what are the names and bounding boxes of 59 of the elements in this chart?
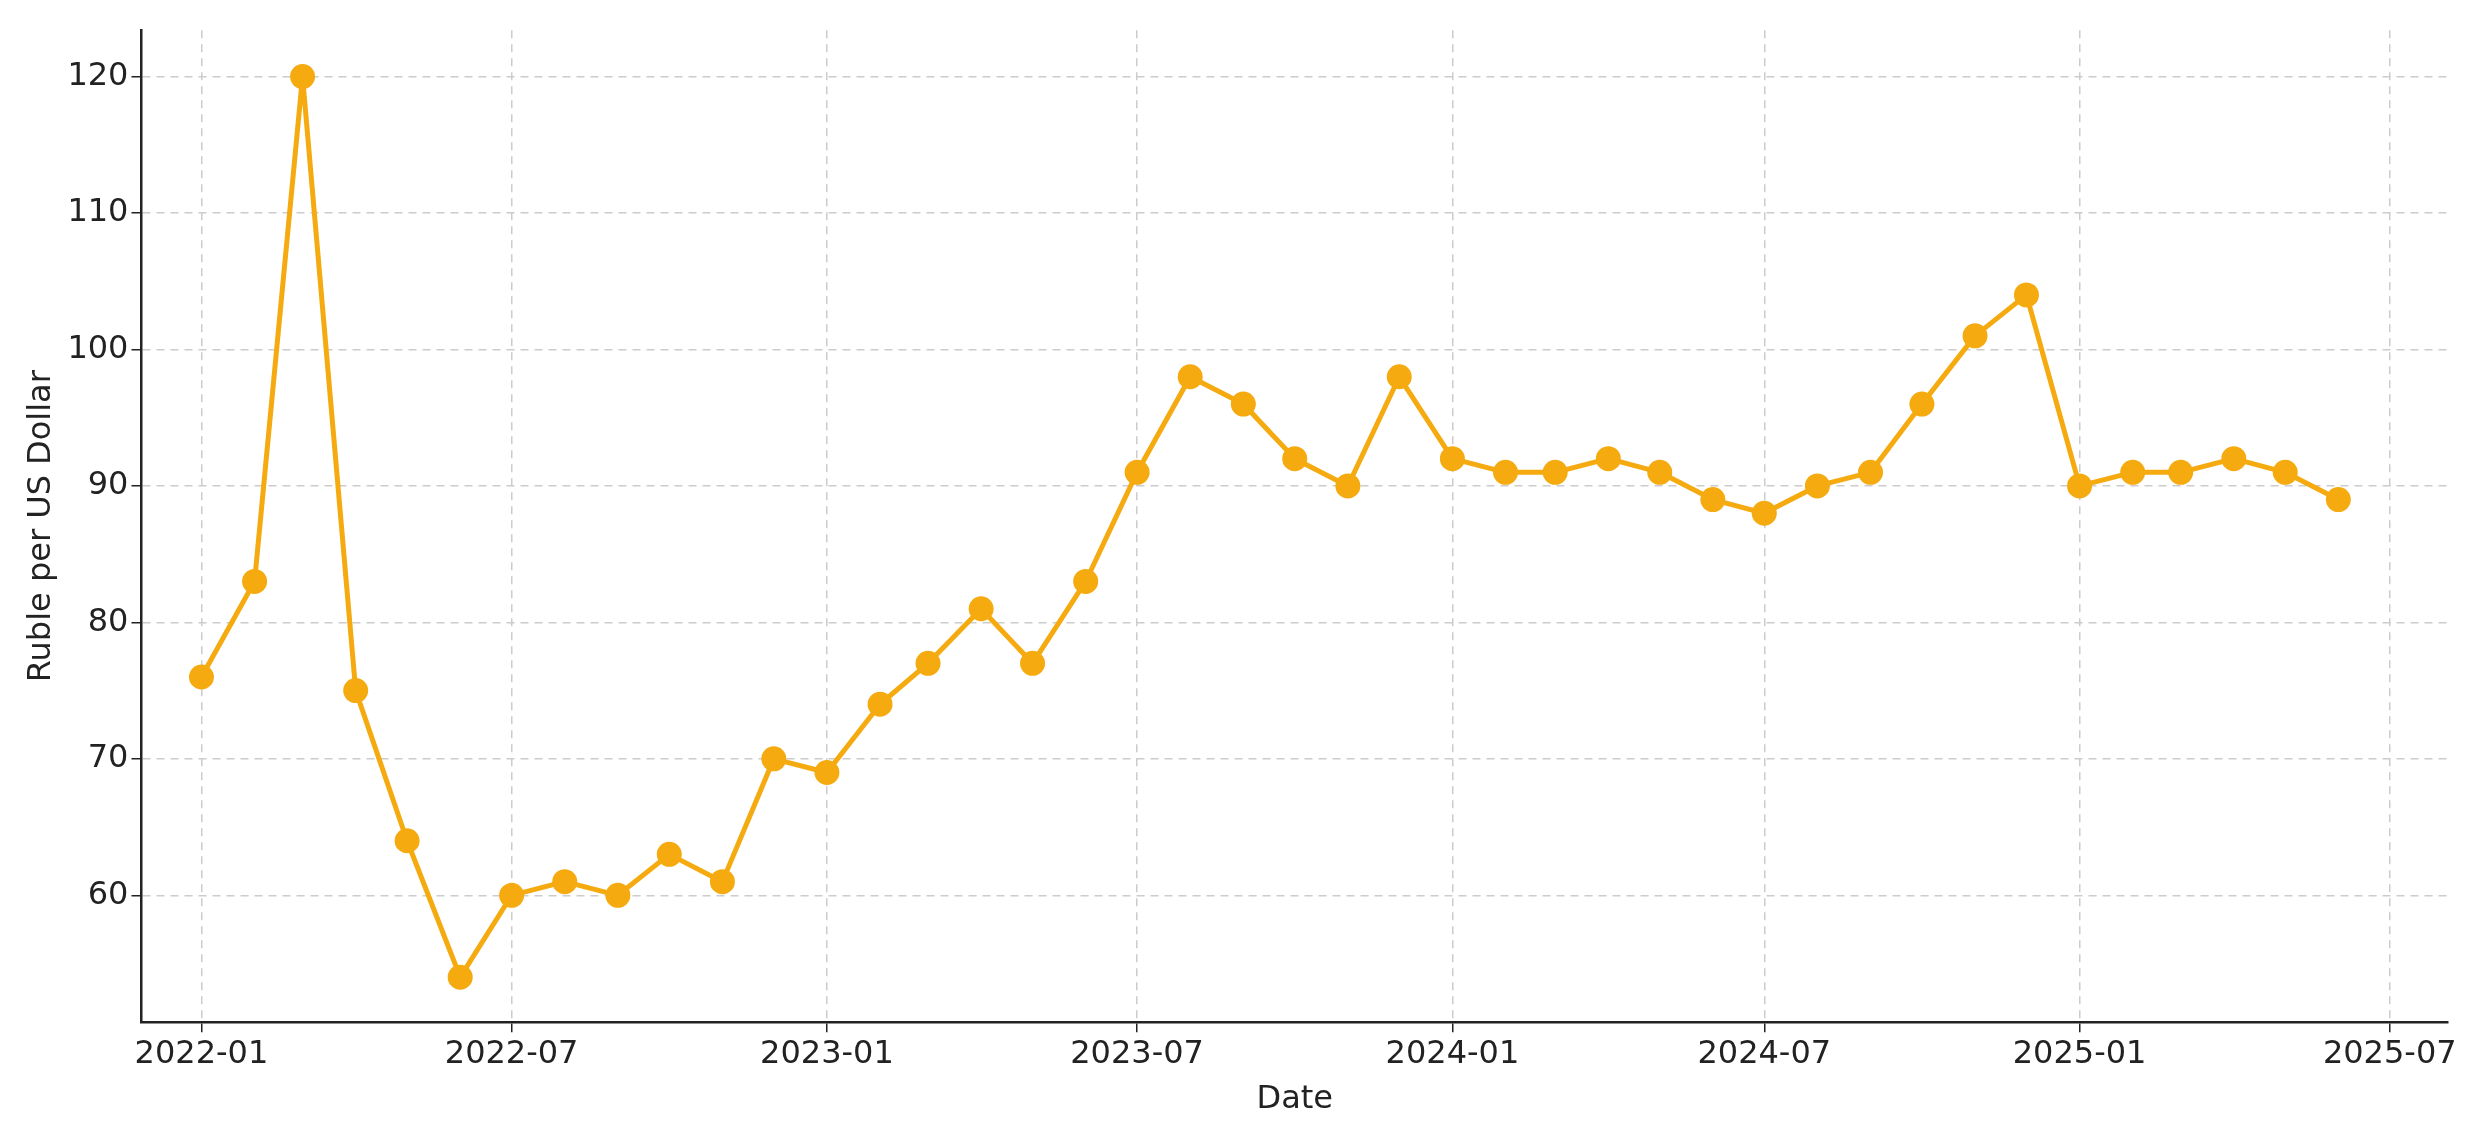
point <box>2221 446 2247 472</box>
x-tick-label: 2022-07 <box>444 1032 579 1071</box>
point <box>1335 473 1361 499</box>
point <box>1439 446 1465 472</box>
point <box>1177 364 1203 390</box>
x-tick-label: 2024-07 <box>1697 1032 1832 1071</box>
point <box>1020 650 1046 676</box>
point <box>1230 391 1256 417</box>
point <box>1386 364 1412 390</box>
point <box>1804 473 1830 499</box>
point <box>605 882 631 908</box>
point <box>242 568 268 594</box>
point <box>656 841 682 867</box>
point <box>1073 568 1099 594</box>
point <box>915 650 941 676</box>
y-tick-label: 110 <box>67 191 129 230</box>
x-tick-label: 2025-01 <box>2012 1032 2147 1071</box>
point <box>814 759 840 785</box>
y-tick-label: 60 <box>87 873 129 912</box>
point <box>290 64 316 90</box>
point <box>1751 500 1777 526</box>
point <box>2067 473 2093 499</box>
point <box>2120 459 2146 485</box>
point <box>1962 323 1988 349</box>
x-tick-label: 2025-07 <box>2322 1032 2457 1071</box>
point <box>2013 282 2039 308</box>
point <box>188 664 214 690</box>
point <box>709 869 735 895</box>
point <box>499 882 525 908</box>
x-tick-label: 2022-01 <box>134 1032 269 1071</box>
point <box>394 828 420 854</box>
point <box>1909 391 1935 417</box>
y-tick-label: 80 <box>87 600 129 639</box>
point <box>761 746 787 772</box>
point <box>552 869 578 895</box>
point <box>1542 459 1568 485</box>
point <box>968 596 994 622</box>
y-tick-label: 90 <box>87 464 129 503</box>
point <box>2272 459 2298 485</box>
x-tick-label: 2024-01 <box>1385 1032 1520 1071</box>
point <box>2168 459 2194 485</box>
point <box>1595 446 1621 472</box>
x-tick-label: 2023-07 <box>1070 1032 1204 1071</box>
point <box>1700 487 1726 513</box>
y-tick-label: 120 <box>67 54 129 93</box>
point <box>343 678 369 704</box>
point <box>1858 459 1884 485</box>
y-tick-label: 100 <box>67 327 129 366</box>
point <box>2325 487 2351 513</box>
y-axis-title: Ruble per US Dollar <box>19 369 58 683</box>
point <box>1647 459 1673 485</box>
x-axis-title: Date <box>1256 1078 1333 1117</box>
point <box>1124 459 1150 485</box>
y-tick-label: 70 <box>87 737 129 776</box>
point <box>447 964 473 990</box>
x-tick-label: 2023-01 <box>760 1032 894 1071</box>
point <box>1282 446 1308 472</box>
point <box>867 691 893 717</box>
point <box>1493 459 1519 485</box>
